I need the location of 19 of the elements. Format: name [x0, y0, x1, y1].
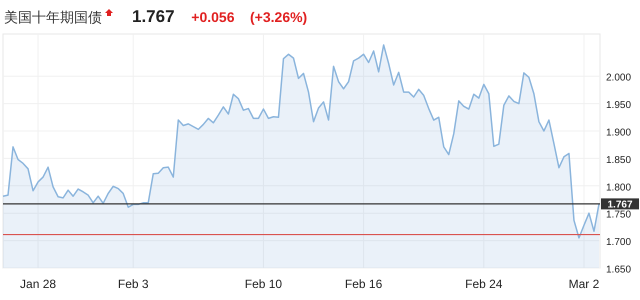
text: +0.056	[191, 9, 235, 25]
y-tick-label: 1.800	[606, 182, 632, 194]
y-tick-label: 2.000	[606, 72, 632, 84]
ref-line-label: 1.767	[607, 199, 633, 210]
y-tick-label: 1.700	[606, 237, 632, 248]
text: (+3.26%)	[250, 9, 308, 25]
chart-title: 美国十年期国债	[4, 9, 102, 25]
text: 1.767	[132, 7, 175, 26]
x-tick-label: Jan 28	[20, 277, 56, 291]
y-tick-label: 1.900	[606, 128, 632, 138]
y-tick-label: 1.650	[606, 264, 632, 276]
y-tick-label: 1.850	[606, 154, 632, 166]
x-tick-label: Feb 24	[465, 277, 503, 291]
x-tick-label: Mar 2	[568, 277, 600, 291]
y-tick-label: 1.950	[606, 100, 632, 112]
y-tick-label: 1.750	[606, 210, 632, 221]
x-tick-label: Feb 3	[118, 277, 149, 291]
x-tick-label: Feb 16	[344, 277, 383, 291]
x-tick-label: Feb 10	[244, 277, 282, 291]
